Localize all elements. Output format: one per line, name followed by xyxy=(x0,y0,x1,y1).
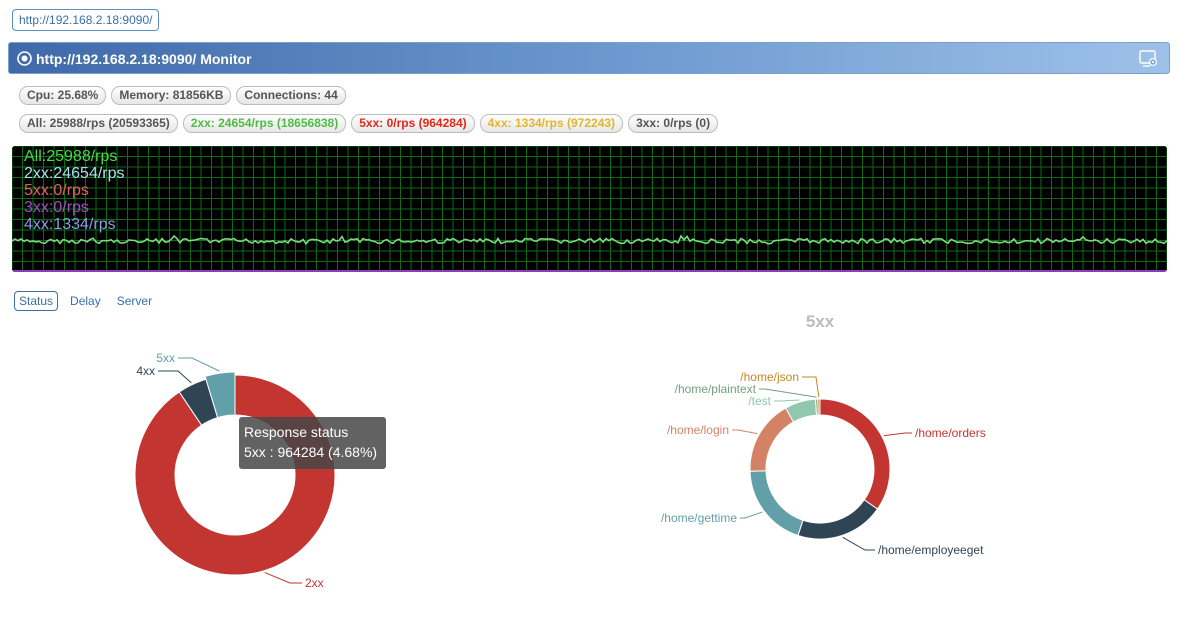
slice-label: /home/login xyxy=(667,423,729,437)
legend-4xx: 4xx:1334/rps xyxy=(24,216,116,233)
label-line xyxy=(264,572,302,584)
slice-label: /home/gettime xyxy=(661,511,737,525)
pie-slice-homeorders[interactable] xyxy=(819,398,891,510)
2xx-rps-badge: 2xx: 24654/rps (18656838) xyxy=(182,114,347,133)
tab-status[interactable]: Status xyxy=(14,291,59,311)
connections-badge: Connections: 44 xyxy=(236,86,346,105)
label-line xyxy=(802,376,820,398)
legend-2xx: 2xx:24654/rps xyxy=(24,165,125,182)
slice-label: 2xx xyxy=(305,576,324,590)
label-line xyxy=(759,388,817,398)
cpu-badge: Cpu: 25.68% xyxy=(19,86,107,105)
label-line xyxy=(740,511,763,519)
label-line xyxy=(774,399,800,402)
slice-label: /home/plaintext xyxy=(675,382,757,396)
tab-server[interactable]: Server xyxy=(116,294,153,308)
pie-slice-homejson[interactable] xyxy=(817,398,821,416)
rps-trace xyxy=(12,234,1167,246)
all-rps-badge: All: 25988/rps (20593365) xyxy=(19,114,178,133)
slice-label: /home/orders xyxy=(915,426,986,440)
5xx-pie-chart[interactable]: /home/orders/home/employeeget/home/getti… xyxy=(560,325,1180,625)
monitor-eye-icon xyxy=(17,51,32,66)
memory-badge: Memory: 81856KB xyxy=(111,86,232,105)
monitor-legend: All:25988/rps 2xx:24654/rps 5xx:0/rps 3x… xyxy=(24,148,125,233)
tab-delay[interactable]: Delay xyxy=(70,294,101,308)
legend-3xx: 3xx:0/rps xyxy=(24,199,89,216)
slice-label: /home/json xyxy=(740,370,799,384)
tooltip-title: Response status xyxy=(244,424,349,440)
pie-title-5xx: 5xx xyxy=(805,312,835,331)
4xx-rps-badge: 4xx: 1334/rps (972243) xyxy=(479,114,624,133)
monitor-grid xyxy=(12,146,1167,272)
pie-slice-homeemployeeget[interactable] xyxy=(797,499,879,540)
slice-label: /test xyxy=(748,394,771,408)
pie-slice-5xx[interactable] xyxy=(204,371,236,419)
chart-tabs: Status Delay Server xyxy=(14,291,156,311)
monitor-header: http://192.168.2.18:9090/ Monitor xyxy=(8,42,1170,74)
pie-slice-homegettime[interactable] xyxy=(749,470,804,537)
label-line xyxy=(883,432,912,437)
url-chip[interactable]: http://192.168.2.18:9090/ xyxy=(12,9,160,31)
3xx-rps-badge: 3xx: 0/rps (0) xyxy=(628,114,719,133)
legend-5xx: 5xx:0/rps xyxy=(24,182,89,199)
slice-label: 4xx xyxy=(136,364,155,378)
chart-tooltip: Response status 5xx : 964284 (4.68%) xyxy=(239,417,386,469)
pie-slice-homelogin[interactable] xyxy=(749,407,795,472)
label-line xyxy=(178,357,220,372)
settings-icon[interactable] xyxy=(1139,50,1159,68)
slice-label: /home/employeeget xyxy=(878,543,984,557)
rps-stats: All: 25988/rps (20593365) 2xx: 24654/rps… xyxy=(19,114,719,133)
5xx-rps-badge: 5xx: 0/rps (964284) xyxy=(351,114,475,133)
page-title: http://192.168.2.18:9090/ Monitor xyxy=(36,51,252,67)
slice-label: 5xx xyxy=(156,351,175,365)
tooltip-value: 5xx : 964284 (4.68%) xyxy=(244,444,378,460)
label-line xyxy=(732,429,758,435)
realtime-monitor: All:25988/rps 2xx:24654/rps 5xx:0/rps 3x… xyxy=(12,146,1167,272)
label-line xyxy=(158,370,192,384)
system-stats: Cpu: 25.68% Memory: 81856KB Connections:… xyxy=(19,86,346,105)
legend-all: All:25988/rps xyxy=(24,148,118,165)
label-line xyxy=(842,536,875,551)
